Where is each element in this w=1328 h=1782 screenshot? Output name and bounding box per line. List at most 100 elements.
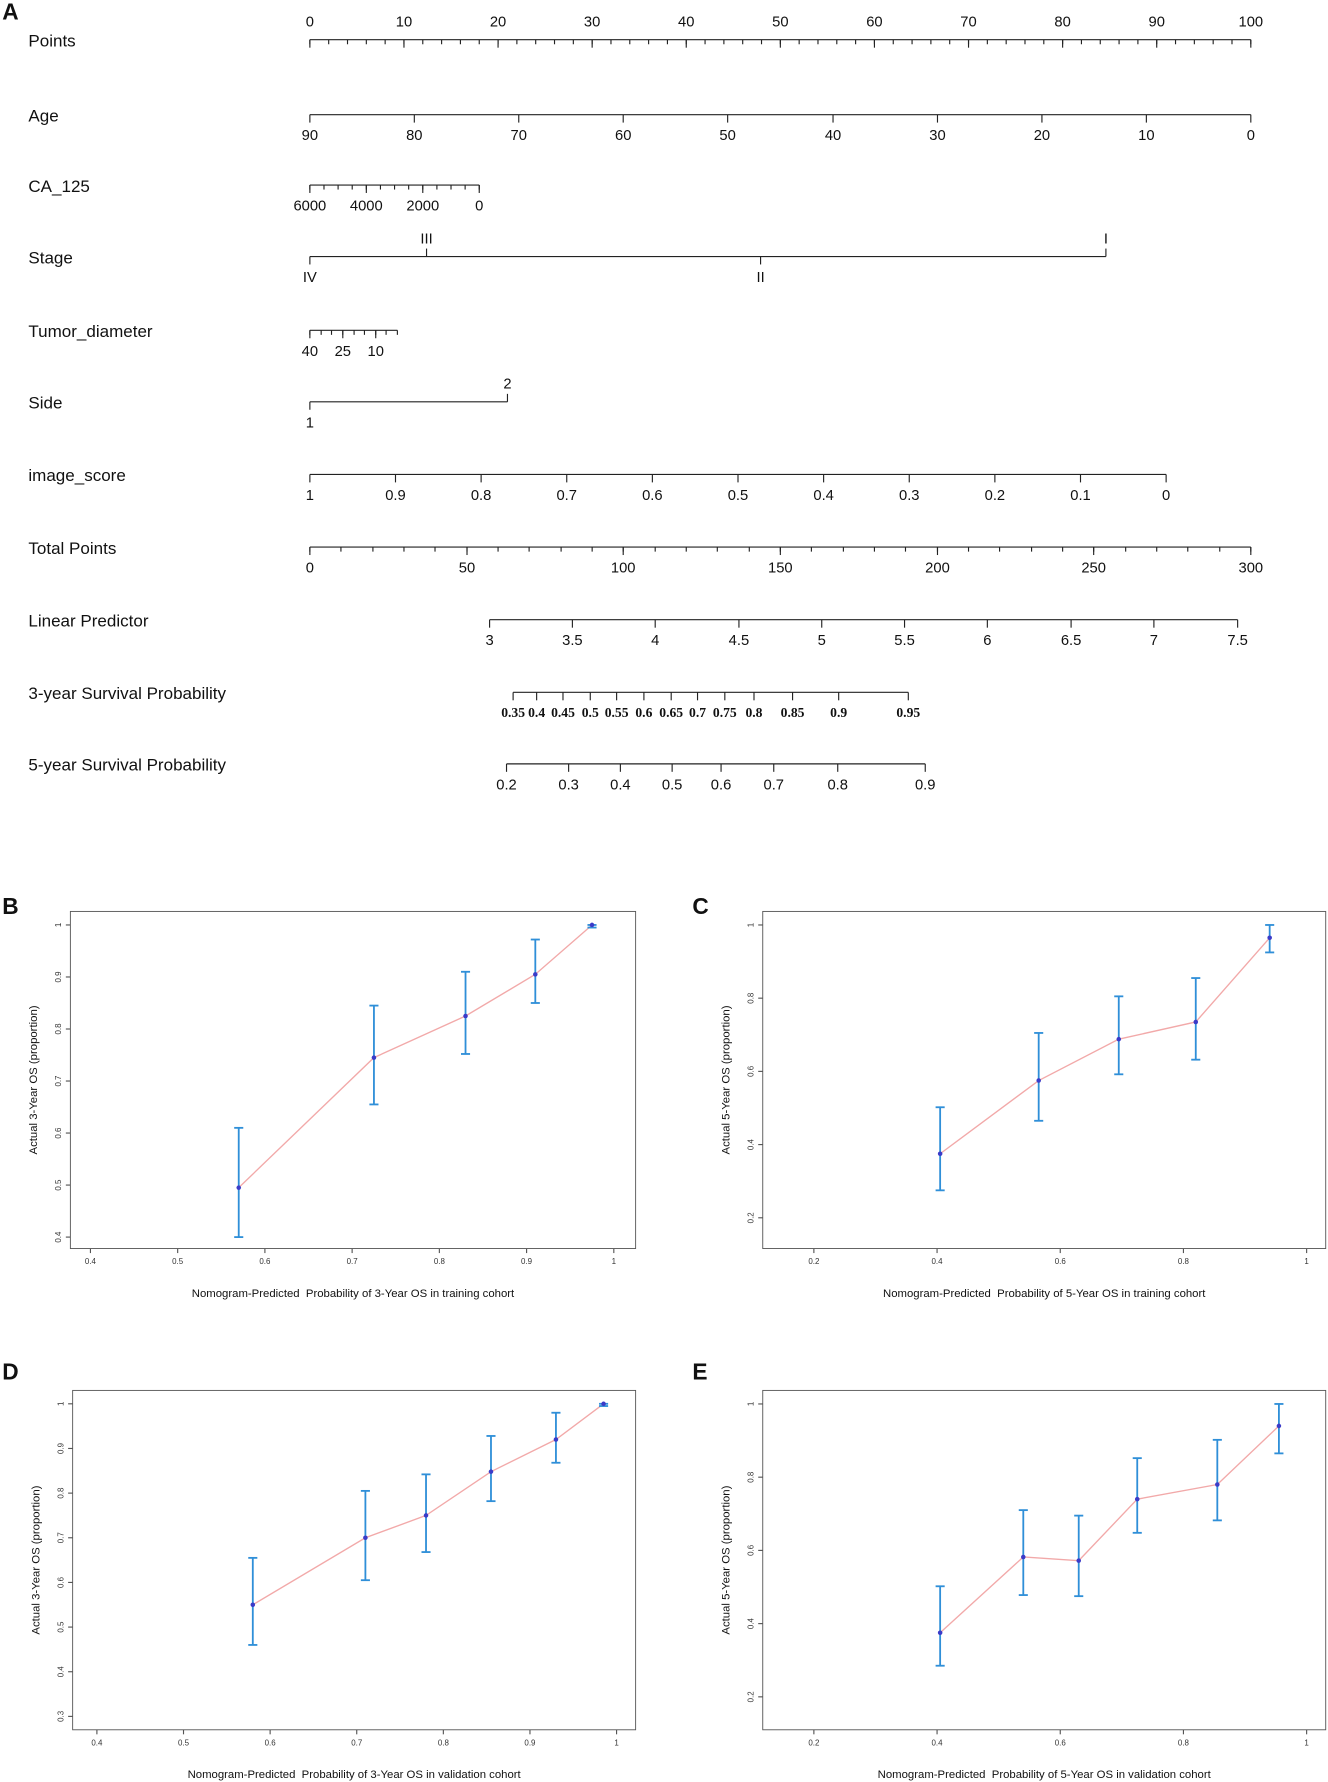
tick-label: 0.3 <box>899 488 920 504</box>
x-tick-label: 0.8 <box>1178 1257 1190 1266</box>
x-tick-label: 0.9 <box>524 1739 536 1748</box>
y-axis-label: Actual 5-Year OS (proportion) <box>720 1485 732 1634</box>
error-bar <box>1074 1514 1084 1598</box>
x-tick-label: 1 <box>614 1739 619 1748</box>
y-axis-label: Actual 5-Year OS (proportion) <box>720 1005 732 1154</box>
y-tick-label: 0.9 <box>56 1442 65 1454</box>
tick-label: 3.5 <box>562 633 583 649</box>
tick-label: 6.5 <box>1061 633 1082 649</box>
tick-label: 80 <box>1054 15 1070 31</box>
tick-label: 0.95 <box>896 705 920 720</box>
row-label: Age <box>28 106 58 125</box>
error-bar <box>1212 1438 1222 1522</box>
x-axis-label: Nomogram-Predicted Probability of 3-Year… <box>188 1769 522 1781</box>
error-bar <box>234 1126 244 1238</box>
tick-label: I <box>1104 231 1108 247</box>
plot-frame <box>762 910 1327 1249</box>
tick-label: 0.4 <box>610 777 631 793</box>
y-tick-label: 0.7 <box>56 1532 65 1544</box>
panel-label: E <box>692 1358 707 1384</box>
point <box>937 1151 943 1157</box>
tick-label: 90 <box>1149 15 1165 31</box>
tick-label: 30 <box>929 128 945 144</box>
point <box>423 1513 429 1518</box>
tick-label: 0.4 <box>813 488 834 504</box>
tick-label: 2 <box>503 377 511 393</box>
x-tick-label: 0.6 <box>259 1257 271 1266</box>
tick-label: 20 <box>490 15 506 31</box>
tick-label: 0.7 <box>556 488 577 504</box>
tick-label: 150 <box>768 561 793 577</box>
y-tick-label: 0.4 <box>746 1138 755 1150</box>
point <box>1134 1496 1140 1502</box>
y-tick-label: 0.4 <box>56 1666 65 1678</box>
tick-label: 7 <box>1150 633 1158 649</box>
x-tick-label: 0.6 <box>1055 1257 1067 1266</box>
x-axis-label: Nomogram-Predicted Probability of 3-Year… <box>192 1288 515 1300</box>
tick-label: 1 <box>306 415 314 431</box>
row-label: CA_125 <box>28 177 90 196</box>
calibration-line <box>939 937 1271 1155</box>
y-tick-label: 1 <box>54 922 63 927</box>
point <box>371 1055 377 1060</box>
y-tick-label: 0.4 <box>54 1231 63 1243</box>
panel-label: A <box>2 0 18 25</box>
y-tick-label: 0.2 <box>746 1691 755 1703</box>
y-tick-label: 0.8 <box>54 1023 63 1035</box>
x-axis-label: Nomogram-Predicted Probability of 5-Year… <box>878 1769 1212 1781</box>
tick-label: 0.2 <box>985 488 1006 504</box>
y-tick-label: 0.6 <box>56 1576 65 1588</box>
plot-frame <box>72 1389 637 1731</box>
error-bar <box>1274 1403 1284 1455</box>
tick-label: 20 <box>1034 128 1050 144</box>
row-label: Tumor_diameter <box>28 322 153 341</box>
error-bar <box>460 970 471 1055</box>
error-bar <box>486 1435 496 1503</box>
y-axis-label: Actual 3-Year OS (proportion) <box>28 1005 40 1154</box>
error-bar <box>1191 977 1201 1061</box>
tick-label: 6000 <box>293 198 326 214</box>
y-axis-label: Actual 3-Year OS (proportion) <box>30 1485 42 1634</box>
tick-label: 50 <box>459 561 475 577</box>
tick-label: 7.5 <box>1227 633 1248 649</box>
x-tick-label: 1 <box>612 1257 617 1266</box>
plot-frame <box>762 1389 1327 1731</box>
point <box>250 1602 256 1608</box>
x-tick-label: 0.4 <box>932 1257 944 1266</box>
tick-label: 0.5 <box>582 705 599 720</box>
tick-label: 0.6 <box>635 705 652 720</box>
point <box>1036 1078 1041 1083</box>
y-tick-label: 1 <box>746 1401 755 1406</box>
tick-label: 0.4 <box>528 705 545 720</box>
point <box>488 1469 494 1474</box>
tick-label: 0 <box>1247 128 1255 144</box>
tick-label: 50 <box>719 128 735 144</box>
error-bar <box>369 1004 379 1106</box>
tick-label: 4000 <box>350 198 383 214</box>
tick-label: 0.6 <box>711 777 732 793</box>
tick-label: 2000 <box>406 198 439 214</box>
tick-label: 0 <box>475 198 483 214</box>
tick-label: 1 <box>306 488 314 504</box>
y-tick-label: 0.5 <box>54 1179 63 1191</box>
point <box>1276 1423 1282 1429</box>
tick-label: 0.75 <box>713 705 737 720</box>
tick-label: 40 <box>825 128 841 144</box>
x-tick-label: 0.4 <box>85 1257 97 1266</box>
x-tick-label: 0.5 <box>172 1257 184 1266</box>
row-label: Linear Predictor <box>28 611 148 630</box>
x-tick-label: 0.2 <box>808 1739 820 1748</box>
y-tick-label: 1 <box>746 922 755 927</box>
tick-label: 40 <box>678 15 694 31</box>
tick-label: 0.55 <box>605 705 629 720</box>
y-tick-label: 0.9 <box>54 971 63 983</box>
tick-label: 0.6 <box>642 488 663 504</box>
tick-label: 0.1 <box>1070 488 1091 504</box>
tick-label: 0.7 <box>689 705 706 720</box>
error-bar <box>530 938 540 1004</box>
tick-label: 10 <box>1138 128 1154 144</box>
tick-label: 70 <box>960 15 976 31</box>
tick-label: 0.9 <box>915 777 936 793</box>
